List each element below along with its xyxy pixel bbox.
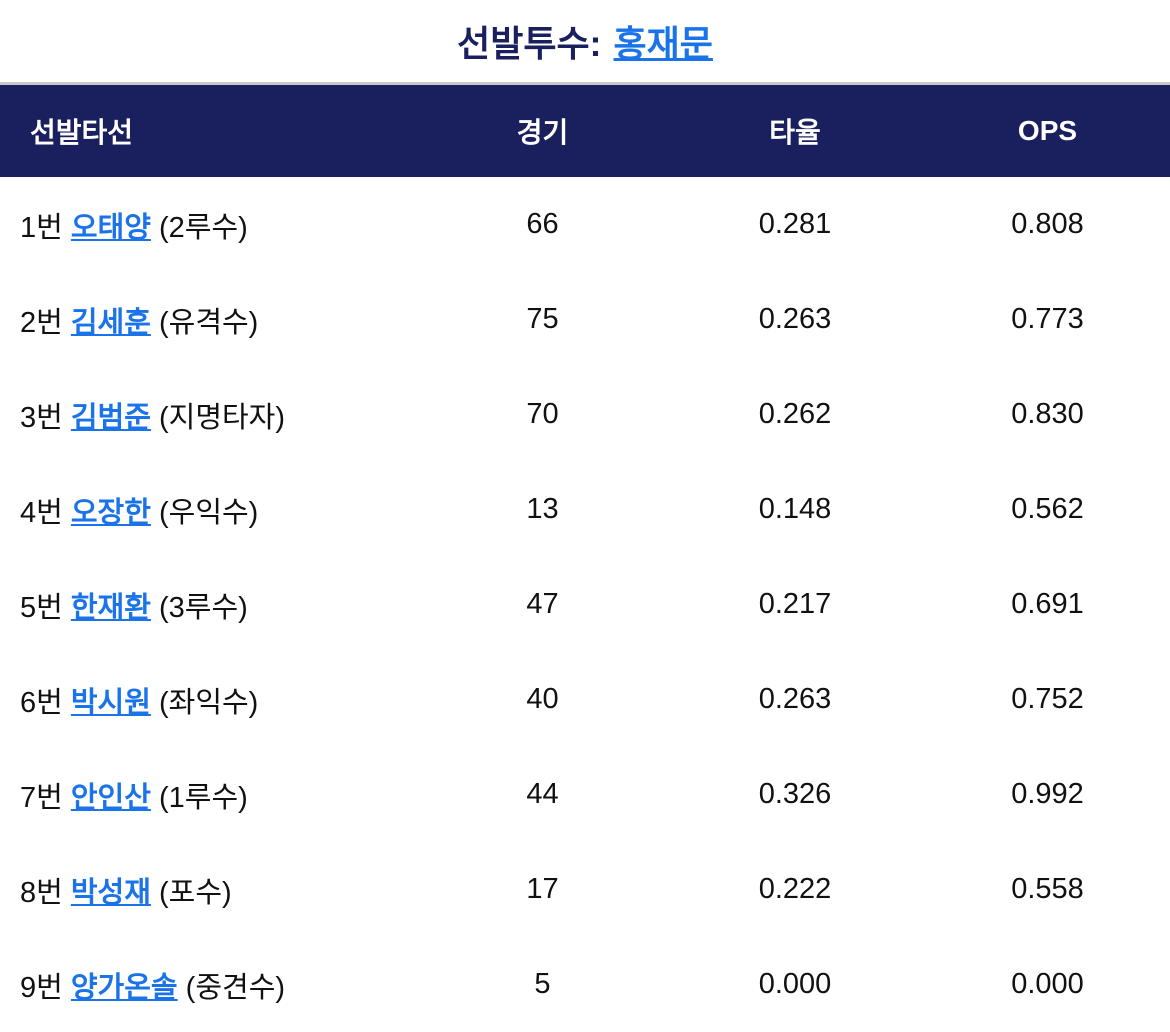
batter-cell: 3번 김범준 (지명타자) [0,367,420,462]
avg-cell: 0.263 [758,303,832,335]
games-cell: 47 [526,588,559,620]
ops-cell: 0.992 [1011,778,1084,810]
avg-cell: 0.217 [758,588,832,620]
batting-order: 6번 [20,686,63,719]
batter-cell: 1번 오태양 (2루수) [0,177,420,272]
batter-cell: 7번 안인산 (1루수) [0,747,420,842]
header-games: 경기 [516,117,569,148]
divider [0,82,1170,85]
ops-cell: 0.000 [1011,968,1084,1000]
batter-position: (유격수) [158,306,259,339]
batter-link[interactable]: 오장한 [70,496,151,529]
table-row: 1번 오태양 (2루수) 66 0.281 0.808 [0,177,1170,272]
table-row: 5번 한재환 (3루수) 47 0.217 0.691 [0,557,1170,652]
games-cell: 44 [526,778,559,810]
games-cell: 66 [526,208,559,240]
table-row: 6번 박시원 (좌익수) 40 0.263 0.752 [0,652,1170,747]
batter-cell: 6번 박시원 (좌익수) [0,652,420,747]
batting-order: 2번 [20,306,63,339]
avg-cell: 0.326 [758,778,832,810]
ops-cell: 0.808 [1011,208,1084,240]
ops-cell: 0.752 [1011,683,1084,715]
batting-order: 3번 [20,401,63,434]
batter-link[interactable]: 안인산 [70,781,151,814]
games-cell: 5 [534,968,551,1000]
batter-position: (2루수) [158,211,248,244]
batter-position: (1루수) [158,781,248,814]
batter-link[interactable]: 오태양 [70,211,151,244]
batting-order: 4번 [20,496,63,529]
table-row: 8번 박성재 (포수) 17 0.222 0.558 [0,842,1170,937]
ops-cell: 0.562 [1011,493,1084,525]
batting-order: 5번 [20,591,63,624]
lineup-table: 선발타선 경기 타율 OPS 1번 오태양 (2루수) 66 0.281 0.808 2… [0,85,1170,1032]
batter-link[interactable]: 한재환 [70,591,151,624]
batter-cell: 4번 오장한 (우익수) [0,462,420,557]
batter-link[interactable]: 김세훈 [70,306,151,339]
games-cell: 70 [526,398,559,430]
batting-order: 1번 [20,211,63,244]
batter-position: (우익수) [158,496,259,529]
games-cell: 13 [526,493,559,525]
batter-position: (좌익수) [158,686,259,719]
ops-cell: 0.830 [1011,398,1084,430]
table-row: 2번 김세훈 (유격수) 75 0.263 0.773 [0,272,1170,367]
avg-cell: 0.000 [758,968,832,1000]
games-cell: 75 [526,303,559,335]
batter-link[interactable]: 양가온솔 [70,971,178,1004]
title-label: 선발투수: [457,23,602,64]
ops-cell: 0.773 [1011,303,1084,335]
header-lineup: 선발타선 [30,117,134,148]
table-row: 3번 김범준 (지명타자) 70 0.262 0.830 [0,367,1170,462]
table-row: 9번 양가온솔 (중견수) 5 0.000 0.000 [0,937,1170,1032]
batter-cell: 9번 양가온솔 (중견수) [0,937,420,1032]
games-cell: 40 [526,683,559,715]
avg-cell: 0.281 [758,208,832,240]
avg-cell: 0.263 [758,683,832,715]
batter-cell: 5번 한재환 (3루수) [0,557,420,652]
header-ops: OPS [1017,115,1078,146]
batting-order: 8번 [20,876,63,909]
page-title: 선발투수: 홍재문 [0,0,1170,82]
table-row: 4번 오장한 (우익수) 13 0.148 0.562 [0,462,1170,557]
batter-position: (중견수) [185,971,286,1004]
batter-link[interactable]: 박성재 [70,876,151,909]
avg-cell: 0.222 [758,873,832,905]
header-avg: 타율 [769,117,821,148]
ops-cell: 0.691 [1011,588,1084,620]
avg-cell: 0.262 [758,398,832,430]
batter-position: (지명타자) [158,401,286,434]
ops-cell: 0.558 [1011,873,1084,905]
table-header: 선발타선 경기 타율 OPS [0,85,1170,177]
table-row: 7번 안인산 (1루수) 44 0.326 0.992 [0,747,1170,842]
batter-position: (포수) [158,876,232,909]
games-cell: 17 [526,873,559,905]
batting-order: 9번 [20,971,63,1004]
avg-cell: 0.148 [758,493,832,525]
batter-cell: 8번 박성재 (포수) [0,842,420,937]
batter-link[interactable]: 김범준 [70,401,151,434]
starting-pitcher-link[interactable]: 홍재문 [613,23,713,64]
batter-position: (3루수) [158,591,248,624]
batter-link[interactable]: 박시원 [70,686,151,719]
batting-order: 7번 [20,781,63,814]
batter-cell: 2번 김세훈 (유격수) [0,272,420,367]
